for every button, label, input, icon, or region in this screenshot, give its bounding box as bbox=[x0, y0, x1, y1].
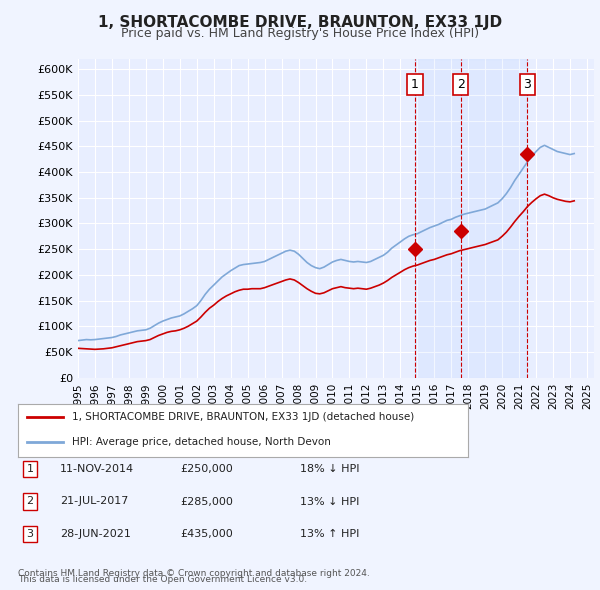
Text: 2: 2 bbox=[457, 78, 464, 91]
Text: 21-JUL-2017: 21-JUL-2017 bbox=[60, 497, 128, 506]
Text: HPI: Average price, detached house, North Devon: HPI: Average price, detached house, Nort… bbox=[72, 437, 331, 447]
Text: 13% ↑ HPI: 13% ↑ HPI bbox=[300, 529, 359, 539]
Text: 13% ↓ HPI: 13% ↓ HPI bbox=[300, 497, 359, 506]
Text: 1, SHORTACOMBE DRIVE, BRAUNTON, EX33 1JD: 1, SHORTACOMBE DRIVE, BRAUNTON, EX33 1JD bbox=[98, 15, 502, 30]
Text: Price paid vs. HM Land Registry's House Price Index (HPI): Price paid vs. HM Land Registry's House … bbox=[121, 27, 479, 40]
Text: 3: 3 bbox=[26, 529, 34, 539]
Text: This data is licensed under the Open Government Licence v3.0.: This data is licensed under the Open Gov… bbox=[18, 575, 307, 584]
Text: Contains HM Land Registry data © Crown copyright and database right 2024.: Contains HM Land Registry data © Crown c… bbox=[18, 569, 370, 578]
Text: £285,000: £285,000 bbox=[180, 497, 233, 506]
Text: £250,000: £250,000 bbox=[180, 464, 233, 474]
Text: 2: 2 bbox=[26, 497, 34, 506]
Text: 1: 1 bbox=[26, 464, 34, 474]
Text: 18% ↓ HPI: 18% ↓ HPI bbox=[300, 464, 359, 474]
Text: 28-JUN-2021: 28-JUN-2021 bbox=[60, 529, 131, 539]
Text: 1: 1 bbox=[411, 78, 419, 91]
Text: 11-NOV-2014: 11-NOV-2014 bbox=[60, 464, 134, 474]
Text: 3: 3 bbox=[523, 78, 532, 91]
Text: 1, SHORTACOMBE DRIVE, BRAUNTON, EX33 1JD (detached house): 1, SHORTACOMBE DRIVE, BRAUNTON, EX33 1JD… bbox=[72, 412, 414, 422]
Bar bbox=[415, 59, 527, 378]
Text: £435,000: £435,000 bbox=[180, 529, 233, 539]
